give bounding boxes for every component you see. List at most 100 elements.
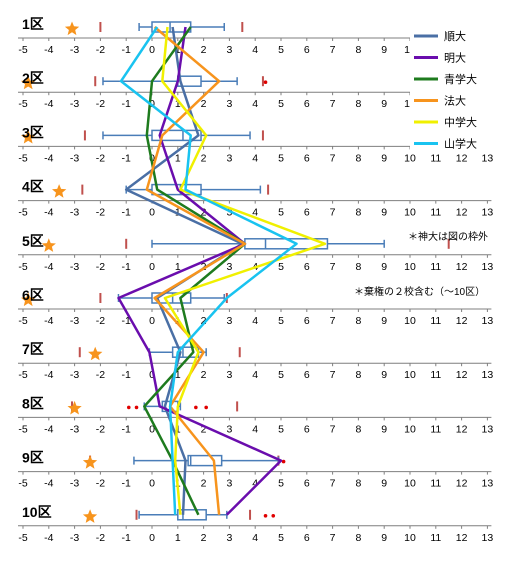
tick-label: 5	[278, 532, 284, 544]
tick-label: 9	[381, 152, 387, 164]
tick-label: -1	[122, 369, 131, 381]
tick-label: 8	[355, 207, 361, 219]
tick-label: 3	[226, 478, 232, 490]
tick-label: 5	[278, 261, 284, 273]
tick-label: 13	[482, 207, 494, 219]
tick-label: -1	[122, 532, 131, 544]
tick-label: 2	[201, 207, 207, 219]
tick-label: -5	[18, 315, 27, 327]
star-marker	[21, 75, 36, 90]
tick-label: -4	[44, 261, 53, 273]
tick-label: 4	[252, 315, 258, 327]
tick-label: 9	[381, 44, 387, 56]
tick-label: 3	[226, 207, 232, 219]
category-label: 5区	[22, 233, 44, 249]
tick-label: 2	[201, 44, 207, 56]
tick-label: 6	[304, 315, 310, 327]
tick-label: 9	[381, 369, 387, 381]
tick-label: 2	[201, 315, 207, 327]
tick-label: -1	[122, 207, 131, 219]
tick-label: 2	[201, 532, 207, 544]
annotation-text: ＊神大は図の枠外	[408, 230, 488, 243]
tick-label: 8	[355, 261, 361, 273]
tick-label: -4	[44, 423, 53, 435]
legend-label: 順大	[444, 29, 466, 43]
tick-label: 10	[404, 315, 416, 327]
tick-label: -5	[18, 207, 27, 219]
tick-label: 5	[278, 98, 284, 110]
tick-label: -3	[70, 261, 79, 273]
tick-label: 6	[304, 423, 310, 435]
tick-label: -1	[122, 315, 131, 327]
tick-label: -2	[96, 207, 105, 219]
tick-label: 4	[252, 207, 258, 219]
tick-label: 9	[381, 478, 387, 490]
star-marker	[21, 129, 36, 144]
tick-label: 5	[278, 152, 284, 164]
tick-label: 2	[201, 98, 207, 110]
tick-label: 3	[226, 261, 232, 273]
star-marker	[82, 455, 98, 469]
outlier-point	[134, 405, 139, 410]
tick-label: 6	[304, 207, 310, 219]
tick-label: -2	[96, 532, 105, 544]
outlier-point	[281, 459, 286, 464]
category-label: 6区	[22, 287, 44, 303]
tick-label: -5	[18, 98, 27, 110]
category-label: 8区	[22, 395, 44, 411]
outlier-point	[271, 514, 276, 518]
tick-label: -4	[44, 44, 53, 56]
tick-label: 7	[330, 315, 336, 327]
tick-label: 8	[355, 315, 361, 327]
tick-label: 7	[330, 532, 336, 544]
tick-label: 1	[175, 532, 181, 544]
tick-label: 13	[482, 152, 494, 164]
tick-label: -3	[70, 98, 79, 110]
tick-label: -4	[44, 369, 53, 381]
star-marker	[21, 292, 36, 307]
tick-label: 3	[226, 423, 232, 435]
tick-label: -1	[122, 261, 131, 273]
tick-label: -4	[44, 478, 53, 490]
tick-label: 5	[278, 423, 284, 435]
tick-label: 6	[304, 532, 310, 544]
tick-label: 10	[404, 152, 416, 164]
tick-label: -3	[70, 207, 79, 219]
tick-label: 5	[278, 315, 284, 327]
series-line	[161, 26, 327, 515]
tick-label: 11	[430, 207, 441, 219]
tick-label: 4	[252, 369, 258, 381]
tick-label: -1	[122, 152, 131, 164]
tick-label: 3	[226, 44, 232, 56]
tick-label: 7	[330, 152, 336, 164]
star-marker	[67, 400, 82, 415]
star-marker	[82, 509, 98, 523]
tick-label: 6	[304, 261, 310, 273]
tick-label: 11	[430, 423, 441, 435]
series-line	[145, 26, 247, 515]
tick-label: -2	[96, 315, 105, 327]
tick-label: -5	[18, 478, 27, 490]
tick-label: 11	[430, 532, 441, 544]
tick-label: 2	[201, 261, 207, 273]
tick-label: 10	[404, 369, 416, 381]
tick-label: 1	[175, 98, 181, 110]
tick-label: 0	[149, 532, 155, 544]
tick-label: 12	[456, 369, 468, 381]
tick-label: 3	[226, 315, 232, 327]
tick-label: -5	[18, 423, 27, 435]
tick-label: 12	[456, 261, 468, 273]
tick-label: 9	[381, 261, 387, 273]
tick-label: 8	[355, 369, 361, 381]
tick-label: 6	[304, 369, 310, 381]
tick-label: -3	[70, 369, 79, 381]
tick-label: 9	[381, 423, 387, 435]
category-label: 9区	[22, 450, 44, 466]
outlier-point	[263, 80, 268, 84]
tick-label: 4	[252, 423, 258, 435]
tick-label: 9	[381, 207, 387, 219]
tick-label: 10	[404, 261, 416, 273]
tick-label: 1	[175, 152, 181, 164]
